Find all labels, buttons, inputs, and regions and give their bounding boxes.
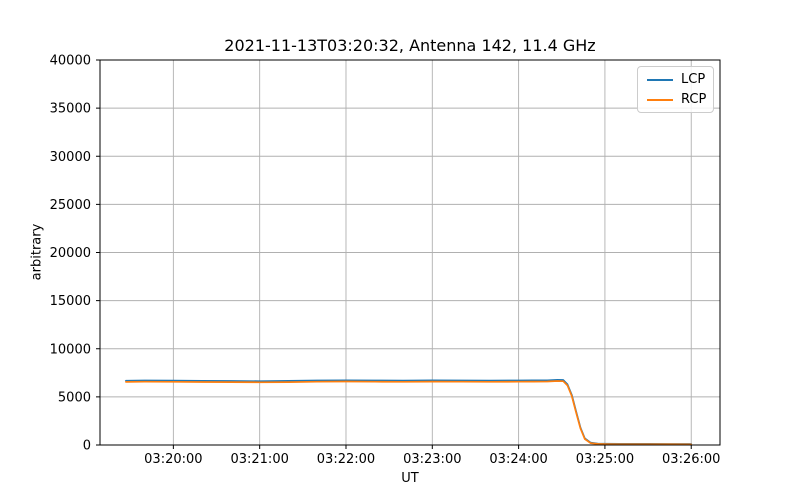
series-line-lcp <box>125 378 693 445</box>
y-tick-label: 20000 <box>50 246 91 261</box>
x-tick-label: 03:21:00 <box>230 452 288 467</box>
y-tick-label: 25000 <box>50 198 91 213</box>
y-tick-label: 10000 <box>50 342 91 357</box>
y-tick-label: 0 <box>83 439 91 454</box>
y-tick-label: 5000 <box>58 390 91 405</box>
x-tick-label: 03:26:00 <box>662 452 720 467</box>
rcp-line-swatch <box>647 98 673 101</box>
x-tick-label: 03:24:00 <box>489 452 547 467</box>
lcp-line-swatch <box>647 78 673 81</box>
legend: LCP RCP <box>637 66 714 113</box>
x-axis-label: UT <box>401 471 419 486</box>
x-tick-label: 03:25:00 <box>576 452 634 467</box>
y-axis-label: arbitrary <box>29 223 45 281</box>
x-tick-label: 03:23:00 <box>403 452 461 467</box>
legend-label-rcp: RCP <box>681 92 707 107</box>
legend-entry-lcp: LCP <box>647 72 706 87</box>
x-tick-label: 03:20:00 <box>144 452 202 467</box>
x-tick-label: 03:22:00 <box>317 452 375 467</box>
y-tick-label: 40000 <box>50 54 91 69</box>
y-tick-label: 15000 <box>50 294 91 309</box>
y-tick-label: 30000 <box>50 150 91 165</box>
legend-label-lcp: LCP <box>681 72 706 87</box>
series-line-rcp <box>125 380 693 446</box>
legend-entry-rcp: RCP <box>647 92 707 107</box>
y-tick-label: 35000 <box>50 102 91 117</box>
chart-title: 2021-11-13T03:20:32, Antenna 142, 11.4 G… <box>224 36 596 55</box>
